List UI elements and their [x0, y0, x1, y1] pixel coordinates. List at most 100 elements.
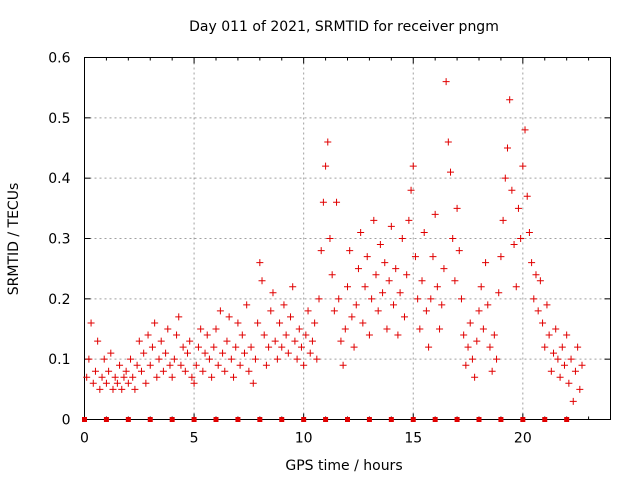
data-point — [118, 385, 126, 393]
data-point — [545, 331, 553, 339]
data-point — [234, 319, 242, 327]
data-point — [129, 373, 137, 381]
data-point — [449, 235, 457, 242]
data-point — [574, 343, 582, 351]
zero-marker — [520, 417, 526, 422]
data-point — [411, 253, 419, 261]
zero-marker — [235, 417, 241, 422]
data-point — [425, 343, 433, 351]
data-point — [479, 325, 487, 333]
data-point — [420, 228, 428, 236]
data-point — [352, 301, 360, 309]
data-point — [493, 355, 501, 363]
data-point — [284, 349, 292, 357]
data-point — [199, 367, 207, 375]
data-point — [295, 325, 303, 333]
data-point — [238, 331, 246, 339]
data-point — [565, 379, 573, 387]
zero-marker — [498, 417, 504, 422]
data-point — [313, 355, 321, 363]
data-point — [497, 253, 505, 261]
data-point — [308, 337, 316, 345]
data-point — [517, 235, 525, 242]
data-point — [477, 283, 485, 291]
data-point — [155, 355, 163, 363]
data-point — [514, 204, 522, 212]
data-point — [166, 361, 174, 369]
data-point — [488, 367, 496, 375]
data-point — [256, 259, 264, 267]
data-point — [383, 325, 391, 333]
data-point — [304, 307, 312, 315]
zero-marker — [410, 417, 416, 422]
data-point — [422, 307, 430, 315]
data-point — [186, 337, 194, 345]
data-point — [260, 331, 268, 339]
data-point — [168, 373, 176, 381]
data-point — [164, 325, 172, 333]
y-axis-label: SRMTID / TECUs — [6, 183, 22, 296]
data-point — [392, 265, 400, 273]
data-point — [363, 253, 371, 261]
data-point — [240, 349, 248, 357]
data-point — [387, 222, 395, 230]
data-point — [276, 319, 284, 327]
plot-frame — [84, 57, 611, 420]
data-point — [508, 186, 516, 194]
data-point — [302, 331, 310, 339]
data-point — [230, 373, 238, 381]
data-point — [486, 343, 494, 351]
data-point — [503, 144, 511, 152]
data-point — [278, 343, 286, 351]
x-tick-label: 10 — [295, 431, 313, 447]
data-point — [365, 331, 373, 339]
data-point — [148, 343, 156, 351]
data-point — [482, 259, 490, 267]
zero-marker — [103, 417, 109, 422]
data-point — [267, 307, 275, 315]
data-point — [96, 385, 104, 393]
data-point — [556, 373, 564, 381]
y-tick-label: 0.1 — [48, 352, 70, 368]
zero-marker — [476, 417, 482, 422]
data-point — [394, 331, 402, 339]
data-point — [280, 301, 288, 309]
data-point — [116, 361, 124, 369]
data-point — [427, 295, 435, 303]
data-point — [98, 373, 106, 381]
zero-marker — [542, 417, 548, 422]
data-point — [348, 313, 356, 321]
data-point — [249, 379, 257, 387]
data-point — [322, 162, 330, 170]
grid — [84, 57, 611, 420]
zero-marker — [191, 417, 197, 422]
data-point — [550, 349, 558, 357]
x-tick-label: 0 — [80, 431, 89, 447]
y-tick-label: 0.5 — [48, 111, 70, 127]
y-tick-label: 0 — [62, 413, 71, 429]
data-point — [350, 343, 358, 351]
data-point — [245, 367, 253, 375]
data-point — [534, 307, 542, 315]
data-point — [354, 265, 362, 273]
data-point — [490, 331, 498, 339]
data-point — [457, 295, 465, 303]
data-point — [400, 313, 408, 321]
data-point — [473, 337, 481, 345]
zero-marker — [257, 417, 263, 422]
data-point — [105, 367, 113, 375]
data-point — [438, 301, 446, 309]
data-point — [265, 343, 273, 351]
data-point — [192, 361, 200, 369]
data-point — [170, 355, 178, 363]
data-point — [188, 373, 196, 381]
data-point — [558, 343, 566, 351]
data-point — [368, 295, 376, 303]
data-point — [297, 343, 305, 351]
y-tick-label: 0.3 — [48, 232, 70, 248]
zero-marker — [323, 417, 329, 422]
data-point — [232, 343, 240, 351]
data-point — [536, 277, 544, 285]
data-point — [328, 271, 336, 279]
